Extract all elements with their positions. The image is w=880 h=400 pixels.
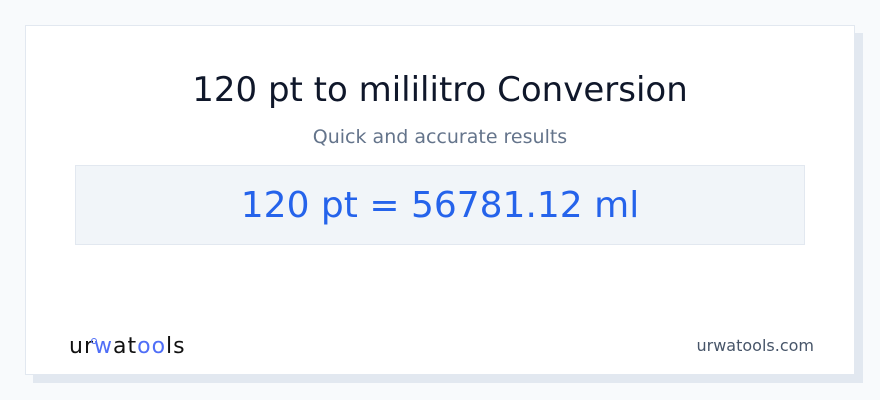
conversion-result: 120 pt = 56781.12 ml (75, 165, 805, 245)
page-title: 120 pt to mililitro Conversion (192, 70, 688, 110)
urwatools-logo: urwatools (69, 334, 186, 359)
conversion-card: 120 pt to mililitro Conversion Quick and… (25, 25, 855, 375)
subtitle: Quick and accurate results (312, 126, 568, 148)
site-domain: urwatools.com (696, 336, 815, 355)
